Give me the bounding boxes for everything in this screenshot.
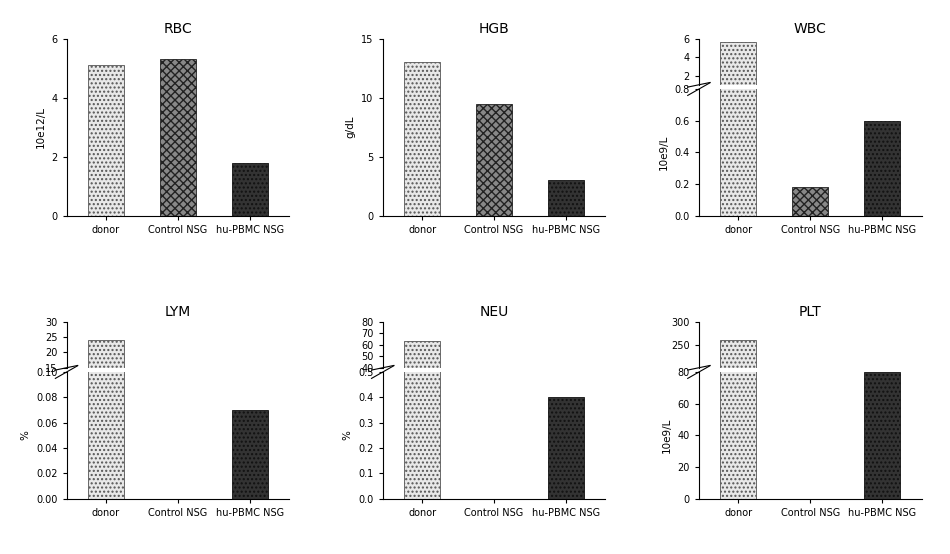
Y-axis label: %: %: [20, 430, 30, 440]
Bar: [792, 93, 828, 94]
Bar: [864, 89, 900, 94]
Title: WBC: WBC: [794, 22, 826, 36]
Bar: [720, 340, 756, 460]
Title: LYM: LYM: [164, 305, 191, 319]
Bar: [548, 180, 584, 216]
Bar: [88, 65, 124, 216]
Title: RBC: RBC: [163, 22, 192, 36]
Bar: [864, 121, 900, 216]
Y-axis label: %: %: [343, 430, 352, 440]
Bar: [232, 410, 268, 499]
Y-axis label: 10e9/L: 10e9/L: [662, 418, 672, 453]
Bar: [232, 162, 268, 216]
Bar: [404, 341, 440, 414]
Y-axis label: g/dL: g/dL: [346, 116, 355, 138]
Bar: [404, 0, 440, 499]
Title: HGB: HGB: [479, 22, 509, 36]
Bar: [864, 372, 900, 499]
Title: NEU: NEU: [480, 305, 508, 319]
Bar: [88, 0, 124, 499]
Bar: [792, 187, 828, 216]
Bar: [548, 397, 584, 499]
Bar: [864, 423, 900, 460]
Bar: [720, 42, 756, 94]
Bar: [476, 104, 512, 216]
Title: PLT: PLT: [799, 305, 822, 319]
Bar: [404, 63, 440, 216]
Y-axis label: 10e9/L: 10e9/L: [659, 135, 669, 170]
Bar: [88, 340, 124, 414]
Bar: [720, 0, 756, 216]
Bar: [160, 59, 196, 216]
Y-axis label: 10e12/L: 10e12/L: [36, 106, 46, 148]
Bar: [720, 88, 756, 499]
